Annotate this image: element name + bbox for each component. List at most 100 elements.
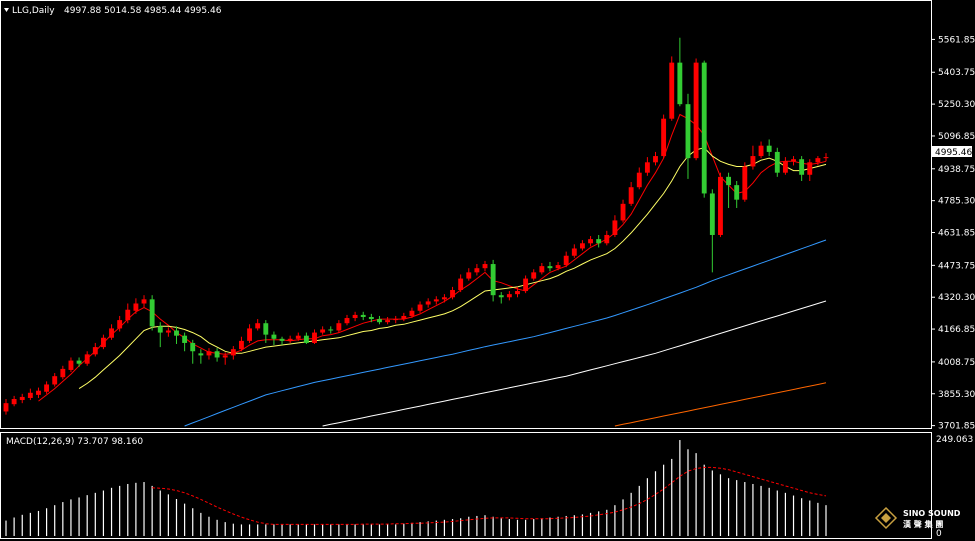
price-tick-label: 4008.75	[938, 358, 975, 368]
candle-body	[295, 335, 301, 339]
price-tick-label: 4938.75	[938, 165, 975, 175]
candle-up	[133, 298, 139, 314]
candle-up	[758, 141, 764, 159]
price-tick-label: 5403.75	[938, 68, 975, 78]
candle-up	[44, 381, 50, 394]
candle-up	[523, 275, 529, 294]
candle-body	[149, 299, 155, 327]
candle-up	[644, 157, 650, 176]
candle-down	[279, 336, 285, 346]
candle-body	[247, 328, 252, 341]
candle-up	[506, 291, 512, 301]
candle-body	[36, 390, 41, 395]
macd-signal-line	[152, 466, 827, 525]
candle-body	[596, 239, 602, 244]
candle-down	[774, 147, 780, 177]
candle-up	[669, 56, 675, 121]
candle-up	[206, 348, 212, 360]
candle-up	[750, 145, 756, 170]
candle-body	[133, 303, 139, 311]
candle-down	[214, 348, 220, 362]
candle-up	[417, 301, 423, 313]
current-price-label: 4995.46	[935, 148, 972, 158]
candle-body	[758, 145, 764, 157]
candle-down	[76, 357, 82, 367]
candle-body	[482, 264, 488, 269]
price-tick-label: 4166.85	[938, 325, 975, 335]
candle-body	[409, 310, 415, 316]
candle-up	[604, 230, 610, 246]
candle-body	[393, 319, 399, 321]
candle-up	[823, 153, 829, 162]
candle-body	[677, 62, 683, 105]
candle-body	[165, 330, 171, 333]
candle-down	[368, 313, 374, 323]
candle-body	[100, 337, 106, 348]
candle-up	[474, 264, 480, 276]
candle-body	[230, 349, 236, 356]
candle-down	[547, 261, 553, 272]
candle-up	[239, 336, 244, 352]
candle-body	[433, 299, 439, 302]
candle-down	[498, 292, 504, 304]
chart-title: LLG,Daily 4997.88 5014.58 4985.44 4995.4…	[4, 6, 222, 16]
candle-body	[157, 326, 163, 333]
price-tick-label: 4785.30	[938, 197, 975, 207]
candle-up	[466, 268, 472, 281]
candle-up	[718, 172, 723, 238]
moving-averages	[38, 113, 827, 427]
candle-body	[799, 159, 805, 175]
candle-body	[263, 323, 269, 335]
candle-up	[433, 296, 439, 305]
candle-up	[636, 167, 642, 190]
candle-down	[677, 37, 683, 107]
candle-up	[401, 312, 407, 322]
candle-body	[385, 320, 391, 323]
candle-body	[669, 62, 675, 119]
candle-body	[506, 294, 512, 298]
candle-body	[336, 323, 342, 331]
candle-down	[734, 180, 740, 208]
dropdown-triangle-icon[interactable]	[4, 8, 9, 12]
candle-up	[450, 286, 455, 300]
candle-body	[823, 157, 829, 159]
ma-line-orange	[614, 382, 827, 427]
price-tick-label: 3701.85	[938, 422, 975, 432]
candle-body	[360, 314, 366, 317]
symbol-label: LLG,Daily	[12, 6, 55, 16]
candle-body	[628, 187, 634, 204]
candle-body	[255, 323, 261, 329]
candle-body	[279, 338, 285, 341]
candle-body	[701, 62, 707, 194]
candle-up	[482, 260, 488, 272]
candle-down	[490, 259, 496, 302]
candle-up	[36, 387, 41, 398]
candle-up	[539, 263, 545, 275]
candle-down	[328, 326, 334, 334]
candle-up	[141, 295, 147, 308]
current-price-box	[932, 146, 972, 157]
chart-frame	[0, 0, 932, 539]
candle-up	[393, 315, 399, 324]
price-pane-frame	[0, 0, 932, 429]
candle-body	[547, 266, 553, 269]
candle-up	[100, 334, 106, 350]
candle-up	[352, 311, 358, 322]
candle-body	[425, 301, 431, 305]
macd-pane-frame	[0, 432, 932, 539]
candle-body	[109, 328, 114, 338]
candle-body	[312, 332, 317, 343]
price-tick-label: 4631.85	[938, 229, 975, 239]
candle-body	[661, 118, 667, 157]
candle-up	[815, 156, 821, 166]
candle-body	[141, 299, 147, 304]
candle-body	[328, 329, 334, 331]
candle-up	[515, 286, 520, 298]
candle-up	[336, 320, 342, 333]
candle-body	[44, 384, 50, 392]
candle-up	[230, 346, 236, 360]
candle-down	[157, 322, 163, 348]
candle-body	[401, 315, 407, 320]
candle-body	[206, 351, 212, 356]
candle-body	[531, 272, 537, 279]
